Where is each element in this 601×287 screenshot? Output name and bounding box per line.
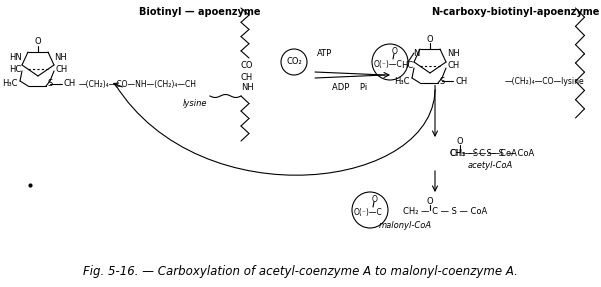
Text: S: S [440, 77, 445, 86]
Text: acetyl-CoA: acetyl-CoA [468, 162, 513, 170]
Text: NH: NH [54, 53, 67, 61]
Text: Biotinyl — apoenzyme: Biotinyl — apoenzyme [139, 7, 261, 17]
Text: H₃C: H₃C [394, 77, 410, 86]
Text: O: O [427, 197, 433, 207]
Text: HC: HC [401, 61, 413, 71]
Text: CH₃—Ṡ—S—CoA: CH₃—Ṡ—S—CoA [450, 150, 518, 158]
Text: HN: HN [9, 53, 22, 61]
Text: O: O [427, 34, 433, 44]
Text: CH: CH [455, 77, 467, 86]
Text: N-carboxy-biotinyl-apoenzyme: N-carboxy-biotinyl-apoenzyme [431, 7, 599, 17]
Text: N: N [413, 49, 419, 57]
Text: HC: HC [9, 65, 21, 73]
Text: ATP: ATP [317, 49, 332, 59]
Text: O: O [35, 38, 41, 46]
Text: O(⁻)—C: O(⁻)—C [374, 61, 403, 69]
Text: Fig. 5-16. — Carboxylation of acetyl-coenzyme A to malonyl-coenzyme A.: Fig. 5-16. — Carboxylation of acetyl-coe… [82, 265, 517, 278]
Text: CH₂ — C — S — CoA: CH₂ — C — S — CoA [403, 208, 487, 216]
Text: H₃C: H₃C [2, 79, 18, 88]
Text: NH: NH [447, 49, 460, 59]
Text: —(CH₂)₄—CO—NH—(CH₂)₄—CH: —(CH₂)₄—CO—NH—(CH₂)₄—CH [79, 79, 197, 88]
Text: CO: CO [241, 61, 253, 71]
Text: O: O [392, 48, 398, 57]
Text: O: O [372, 195, 378, 205]
Text: NH: NH [240, 84, 254, 92]
Text: S: S [48, 79, 53, 88]
Text: —(CH₂)₄—CO—lysine: —(CH₂)₄—CO—lysine [505, 77, 585, 86]
Text: ADP    Pi: ADP Pi [332, 82, 368, 92]
Text: CH: CH [55, 65, 67, 73]
Text: O: O [457, 137, 463, 146]
Text: malonyl-CoA: malonyl-CoA [379, 222, 432, 230]
Text: lysine: lysine [183, 100, 207, 108]
Text: O(⁻)—C: O(⁻)—C [353, 208, 382, 218]
Text: CO₂: CO₂ [286, 57, 302, 67]
Text: CH₃ — C — S — CoA: CH₃ — C — S — CoA [450, 150, 534, 158]
Text: CH: CH [241, 73, 253, 82]
Text: CH: CH [447, 61, 459, 71]
Text: CH: CH [64, 79, 76, 88]
